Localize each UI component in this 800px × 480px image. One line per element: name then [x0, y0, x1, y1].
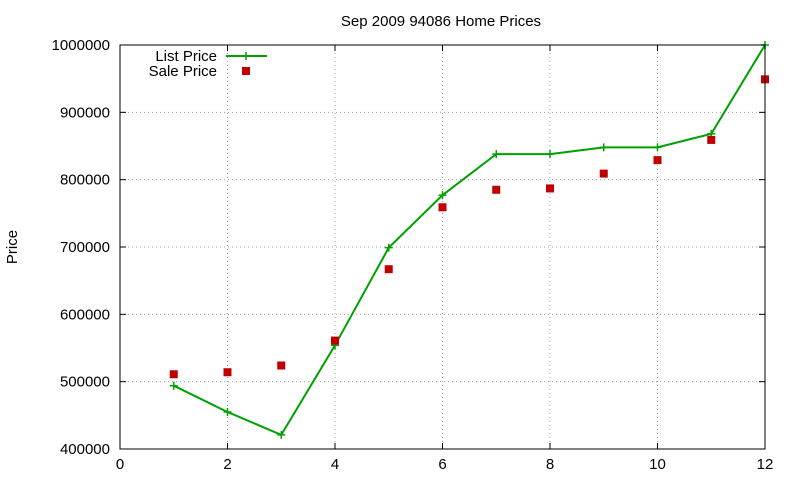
data-point: [546, 184, 554, 193]
y-tick-label: 900000: [60, 104, 110, 121]
data-point: [223, 368, 232, 377]
data-point: [707, 135, 716, 144]
y-axis-label: Price: [4, 230, 21, 264]
legend-marker: [242, 52, 250, 60]
x-tick-label: 10: [649, 456, 666, 473]
y-tick-label: 1000000: [52, 37, 110, 54]
data-point: [492, 150, 501, 159]
y-tick-label: 600000: [60, 306, 110, 323]
data-point: [223, 407, 232, 416]
data-point: [277, 361, 286, 370]
series-list-price: [169, 41, 769, 439]
data-point: [438, 203, 447, 212]
chart-title: Sep 2009 94086 Home Prices: [341, 13, 541, 30]
x-tick-label: 6: [438, 456, 446, 473]
x-tick-label: 4: [331, 456, 339, 473]
data-point: [169, 370, 178, 379]
grid: [120, 45, 765, 449]
data-point: [277, 430, 286, 439]
y-tick-label: 500000: [60, 374, 110, 391]
data-point: [384, 265, 393, 274]
x-tick-label: 2: [223, 456, 231, 473]
data-point: [438, 191, 447, 200]
y-tick-label: 700000: [60, 239, 110, 256]
y-tick-label: 400000: [60, 441, 110, 458]
plot-frame: [119, 44, 766, 450]
series-line: [173, 44, 766, 437]
data-point: [492, 185, 501, 194]
series-sale-price: [169, 75, 769, 379]
x-tick-label: 12: [757, 456, 774, 473]
plot-area: [169, 41, 769, 439]
legend-label: Sale Price: [149, 63, 217, 80]
data-point: [653, 143, 662, 152]
x-tick-label: 0: [116, 456, 124, 473]
axis-ticks: 0 2 4 6 8 10 12 400000 500000 600000 700000 800000 9…: [52, 37, 774, 473]
legend-marker: [242, 67, 250, 75]
data-point: [599, 143, 608, 152]
y-tick-label: 800000: [60, 172, 110, 189]
x-tick-label: 8: [546, 456, 554, 473]
data-point: [331, 336, 339, 345]
data-point: [653, 156, 662, 165]
data-point: [384, 243, 393, 252]
data-point: [599, 169, 608, 178]
data-point: [546, 150, 554, 159]
data-point: [169, 381, 178, 390]
legend-label: List Price: [155, 48, 217, 65]
